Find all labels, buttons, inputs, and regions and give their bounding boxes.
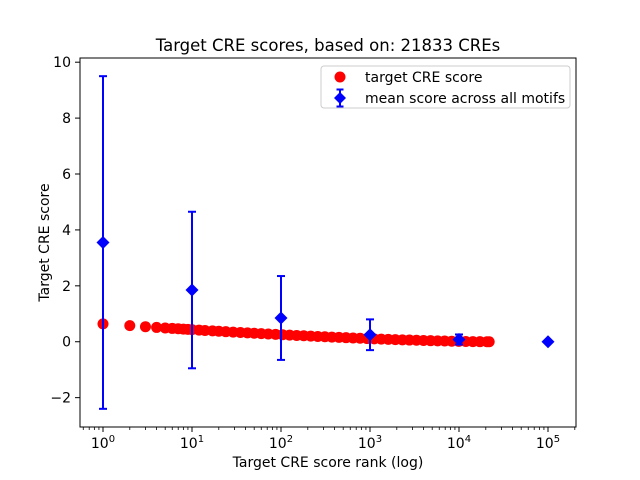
chart-title: Target CRE scores, based on: 21833 CREs	[155, 36, 501, 55]
y-tick-label: 0	[62, 335, 71, 351]
mean-diamond-marker	[96, 236, 110, 249]
red-scatter-point	[483, 336, 495, 348]
y-axis-ticks: −2 0 2 4 6 8 10	[50, 55, 80, 407]
mean-diamond-marker	[363, 328, 377, 342]
x-tick-label: 105	[536, 434, 560, 452]
x-axis-major-ticks: 100 101 102 103 104 105	[91, 427, 560, 452]
mean-errorbar-series	[96, 75, 555, 410]
x-tick-label: 100	[91, 434, 115, 452]
x-tick-label: 102	[269, 434, 293, 452]
x-tick-label: 103	[358, 434, 382, 452]
x-axis-label: Target CRE score rank (log)	[232, 455, 424, 471]
legend-entry-mean-score: mean score across all motifs	[365, 91, 565, 107]
legend-diamond-marker-icon	[334, 92, 346, 104]
x-tick-label: 101	[180, 434, 204, 452]
plot-frame	[79, 57, 577, 428]
red-scatter-series	[97, 318, 495, 348]
y-tick-label: 10	[53, 55, 71, 71]
x-tick-label: 104	[447, 434, 471, 452]
mean-diamond-marker	[274, 311, 288, 325]
legend-red-marker-icon	[334, 71, 346, 83]
legend-box	[320, 65, 571, 109]
legend: target CRE score mean score across all mo…	[320, 65, 571, 109]
red-scatter-point	[151, 321, 163, 333]
red-scatter-point	[124, 320, 136, 332]
mean-diamond-marker	[541, 335, 555, 349]
legend-entry-target-score: target CRE score	[365, 70, 482, 86]
y-tick-label: 4	[62, 223, 71, 239]
mean-diamond-marker	[452, 333, 466, 347]
y-tick-label: −2	[50, 391, 71, 407]
y-tick-label: 8	[62, 111, 71, 127]
y-tick-label: 6	[62, 167, 71, 183]
red-scatter-point	[139, 321, 151, 333]
y-tick-label: 2	[62, 279, 71, 295]
mean-diamond-marker	[185, 283, 199, 297]
x-axis-minor-ticks	[82, 427, 576, 430]
